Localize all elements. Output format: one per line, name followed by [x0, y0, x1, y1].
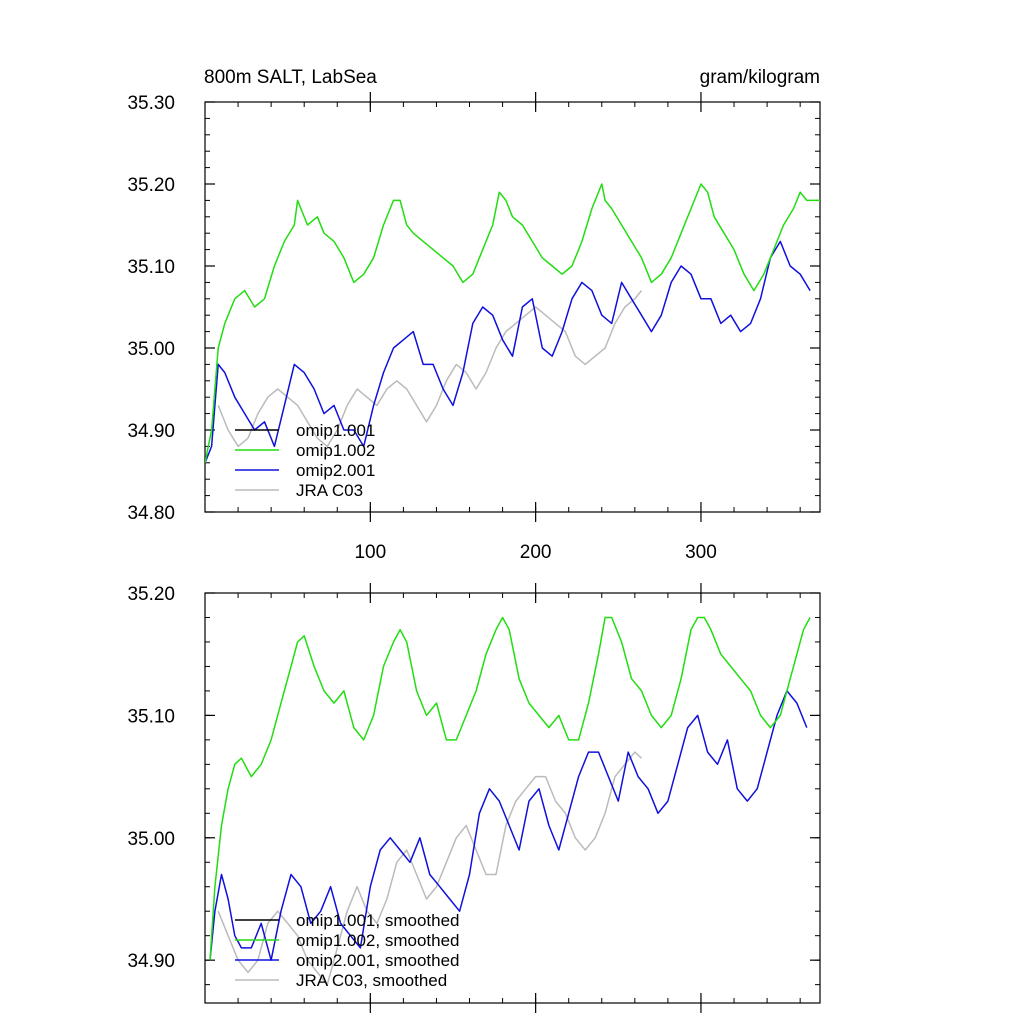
x-tick-label: 300	[685, 542, 717, 563]
legend-label: omip1.002, smoothed	[296, 931, 460, 950]
x-tick-label: 200	[520, 542, 552, 563]
y-tick-label: 35.10	[127, 257, 175, 278]
legend-label: JRA C03	[296, 481, 363, 500]
y-tick-label: 35.20	[127, 584, 175, 605]
top-panel-frame	[204, 101, 821, 513]
series-line-omip2-001	[205, 240, 811, 464]
legend-label: omip1.001	[296, 421, 375, 440]
y-tick-label: 35.30	[127, 93, 175, 114]
y-tick-label: 34.80	[127, 503, 175, 524]
bottom-panel: 34.90 35.00 35.10 35.20 omip1.001, smoothed…	[127, 583, 821, 1013]
legend-label: omip2.001	[296, 461, 375, 480]
chart-units: gram/kilogram	[700, 67, 820, 88]
series-line-jra-c03-smoothed	[217, 751, 643, 986]
bottom-panel-frame	[204, 592, 821, 1004]
y-tick-label: 35.10	[127, 706, 175, 727]
legend-label: omip2.001, smoothed	[296, 951, 460, 970]
legend-label: JRA C03, smoothed	[296, 971, 447, 990]
y-tick-label: 35.00	[127, 339, 175, 360]
legend-label: omip1.001, smoothed	[296, 911, 460, 930]
x-tick-label: 100	[354, 542, 386, 563]
y-tick-label: 34.90	[127, 421, 175, 442]
y-tick-label: 35.20	[127, 175, 175, 196]
legend-label: omip1.002	[296, 441, 375, 460]
series-line-omip1-002-smoothed	[209, 616, 811, 961]
y-tick-label: 35.00	[127, 829, 175, 850]
series-line-omip1-002	[205, 183, 820, 463]
y-tick-label: 34.90	[127, 951, 175, 972]
chart-title: 800m SALT, LabSea	[204, 67, 377, 88]
series-line-omip2-001-smoothed	[209, 690, 808, 961]
series-line-jra-c03	[217, 290, 643, 448]
